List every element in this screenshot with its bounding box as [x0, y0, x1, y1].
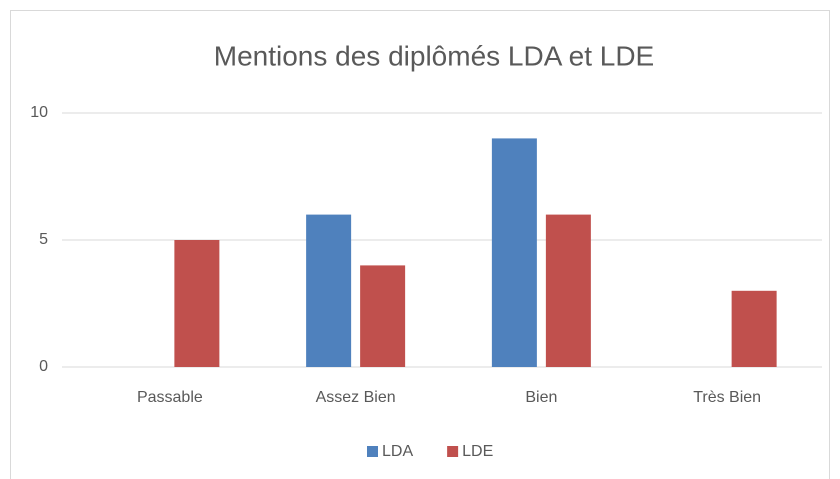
chart-border [10, 10, 830, 479]
bar [731, 290, 777, 367]
x-tick-label: Bien [525, 389, 557, 406]
bar [174, 240, 220, 367]
y-tick-label: 10 [30, 104, 48, 121]
bar [306, 214, 352, 367]
x-tick-label: Passable [137, 389, 203, 406]
bar [545, 214, 591, 367]
legend-label: LDA [382, 443, 413, 460]
legend-swatch [447, 446, 459, 457]
y-tick-label: 5 [39, 231, 48, 248]
y-tick-label: 0 [39, 358, 48, 375]
x-tick-label: Assez Bien [316, 389, 396, 406]
x-tick-label: Très Bien [693, 389, 761, 406]
bar [491, 138, 537, 367]
chart-title: Mentions des diplômés LDA et LDE [214, 40, 654, 71]
legend-label: LDE [462, 443, 493, 460]
legend-swatch [367, 446, 378, 457]
bar [360, 265, 406, 367]
